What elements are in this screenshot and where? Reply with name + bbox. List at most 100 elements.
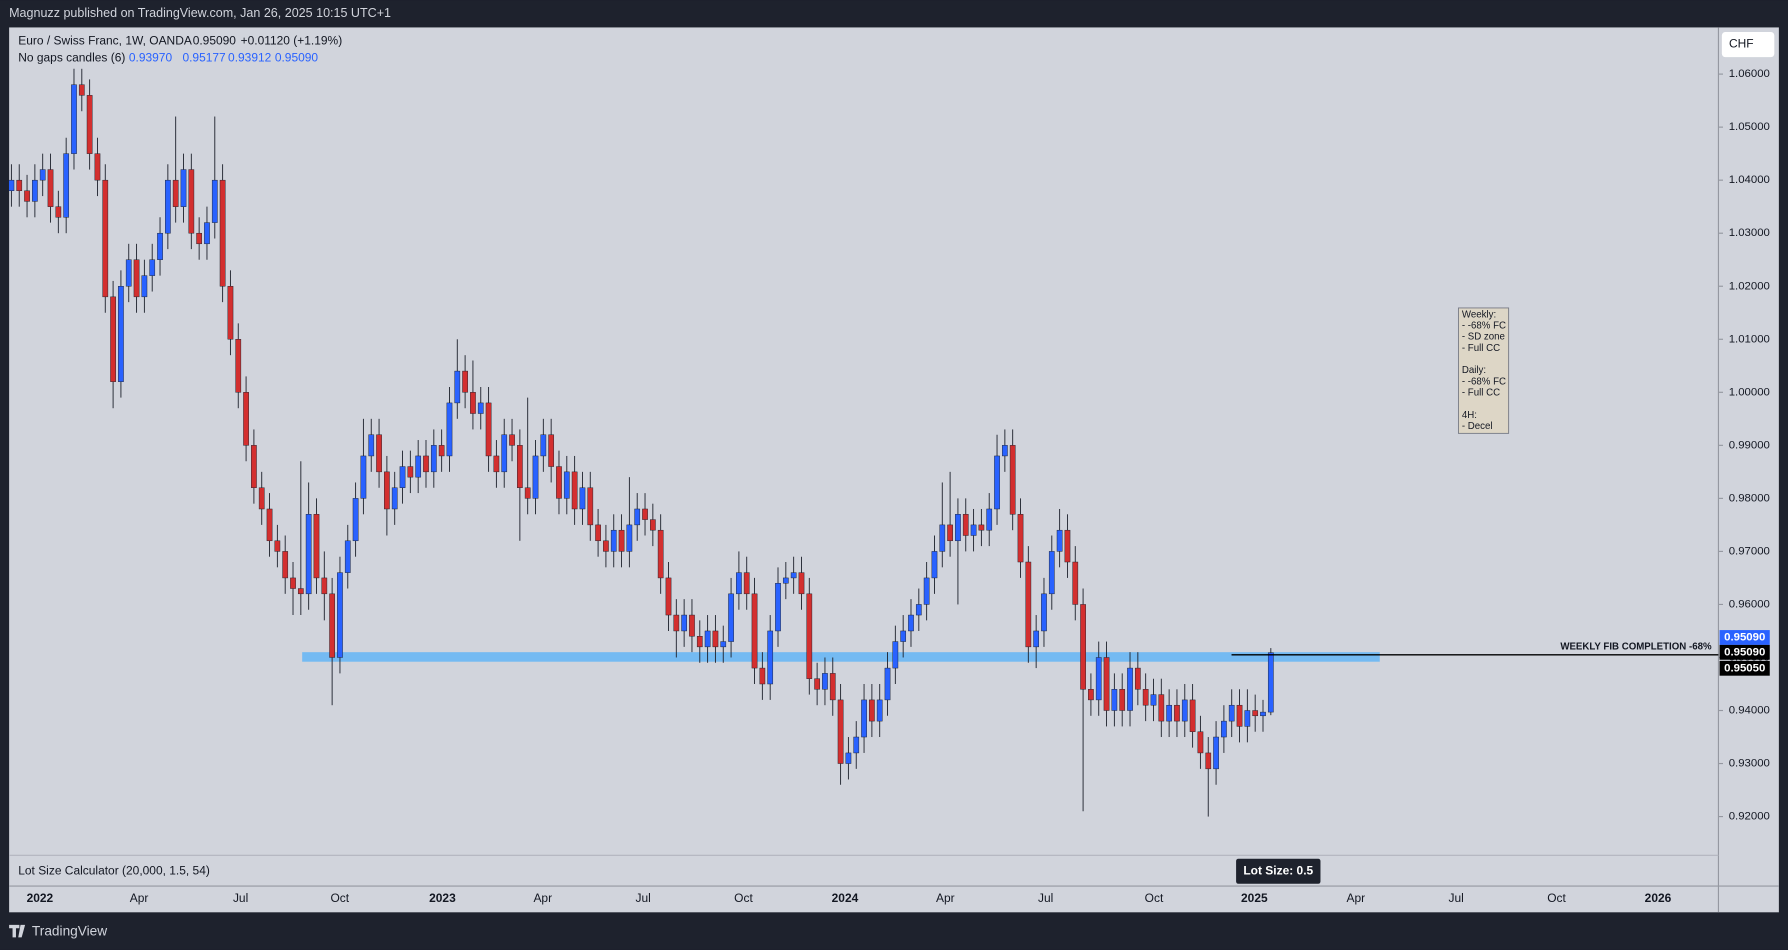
candle-body bbox=[517, 445, 523, 488]
candle-body bbox=[32, 179, 38, 202]
note-box bbox=[1457, 307, 1510, 434]
candle-body bbox=[548, 434, 555, 467]
candle-body bbox=[47, 169, 54, 207]
candle-body bbox=[642, 508, 648, 520]
candle-body bbox=[297, 588, 304, 595]
candle-body bbox=[806, 593, 813, 679]
candle-body bbox=[1260, 711, 1266, 717]
candle-body bbox=[313, 514, 320, 579]
candle-body bbox=[571, 471, 578, 510]
candle-body bbox=[172, 179, 179, 207]
price-label-box bbox=[1719, 644, 1770, 660]
candle-body bbox=[595, 524, 601, 542]
candle-body bbox=[102, 179, 109, 298]
candle-body bbox=[712, 630, 719, 648]
candle-body bbox=[55, 206, 62, 218]
candle-body bbox=[149, 259, 156, 276]
y-tick-label: 0.94000 bbox=[1729, 705, 1770, 717]
candle-body bbox=[1056, 529, 1063, 552]
candle-body bbox=[869, 699, 875, 722]
currency-button[interactable] bbox=[1721, 31, 1775, 58]
note-item: - -68% FC bbox=[1462, 376, 1506, 387]
candle-body bbox=[196, 232, 202, 245]
y-tick-label: 0.96000 bbox=[1729, 598, 1770, 610]
candle-body bbox=[344, 540, 351, 573]
candle-body bbox=[399, 466, 406, 488]
candle-body bbox=[258, 487, 265, 510]
candle-body bbox=[853, 736, 860, 754]
supply-demand-zone bbox=[302, 652, 1380, 662]
candle-body bbox=[947, 524, 953, 542]
indicator-value: 0.95090 bbox=[275, 50, 319, 64]
x-tick-label: 2024 bbox=[832, 891, 859, 905]
candle-body bbox=[24, 190, 30, 202]
candle-body bbox=[1095, 657, 1102, 701]
candle-body bbox=[1111, 689, 1118, 711]
price-change: +0.01120 (+1.19%) bbox=[241, 33, 343, 47]
candle-body bbox=[211, 179, 218, 223]
y-tick-label: 1.02000 bbox=[1729, 280, 1770, 292]
note-item: - SD zone bbox=[1462, 332, 1505, 343]
candle-body bbox=[798, 572, 805, 595]
candle-body bbox=[485, 402, 492, 457]
candle-body bbox=[376, 434, 382, 473]
candle-body bbox=[423, 455, 429, 473]
currency[interactable]: CHF bbox=[1729, 37, 1754, 51]
candle-body bbox=[188, 169, 195, 234]
candle-body bbox=[775, 582, 781, 632]
x-tick-label: Jul bbox=[1038, 891, 1053, 905]
candle-body bbox=[180, 169, 187, 207]
symbol-title: Euro / Swiss Franc, 1W, OANDA bbox=[18, 33, 192, 47]
candle-body bbox=[1158, 694, 1165, 722]
note-item: - Full CC bbox=[1462, 343, 1500, 354]
candle-body bbox=[71, 84, 77, 154]
candle-body bbox=[970, 524, 977, 536]
candle-body bbox=[477, 402, 484, 414]
candle-body bbox=[892, 641, 899, 669]
x-tick-label: Jul bbox=[233, 891, 248, 905]
price-label: 0.95090 bbox=[1724, 646, 1765, 658]
candle-body bbox=[251, 445, 257, 488]
candle-body bbox=[415, 455, 422, 478]
candle-body bbox=[1048, 551, 1055, 595]
candle-body bbox=[321, 577, 328, 595]
x-tick-label: 2026 bbox=[1645, 891, 1672, 905]
fib-label: WEEKLY FIB COMPLETION -68% bbox=[1560, 641, 1712, 652]
candle-body bbox=[1080, 604, 1086, 690]
candle-body bbox=[470, 392, 476, 414]
candle-body bbox=[360, 455, 367, 499]
x-tick-label: Apr bbox=[130, 891, 149, 905]
candle-body bbox=[141, 275, 148, 298]
candle-body bbox=[1205, 752, 1212, 770]
candle-body bbox=[1064, 529, 1071, 563]
price-label-box bbox=[1719, 660, 1770, 676]
candle-body bbox=[235, 339, 242, 393]
y-tick-label: 1.04000 bbox=[1729, 174, 1770, 186]
candle-body bbox=[1033, 630, 1040, 648]
candle-body bbox=[8, 179, 15, 192]
candle-body bbox=[884, 667, 891, 701]
candle-body bbox=[1181, 699, 1188, 722]
x-tick-label: Oct bbox=[330, 891, 349, 905]
brand-logo bbox=[9, 924, 26, 938]
candle-body bbox=[689, 614, 695, 637]
publisher: Magnuzz published on TradingView.com, Ja… bbox=[9, 6, 391, 20]
candle-body bbox=[509, 434, 515, 446]
candle-body bbox=[540, 434, 547, 457]
x-tick-label: 2022 bbox=[27, 891, 54, 905]
y-tick-label: 1.05000 bbox=[1729, 121, 1770, 133]
candle-body bbox=[157, 232, 163, 260]
candle-body bbox=[1197, 731, 1204, 754]
candle-body bbox=[227, 286, 234, 340]
note-item: - Full CC bbox=[1462, 388, 1500, 399]
y-tick-label: 0.97000 bbox=[1729, 545, 1770, 557]
candle-body bbox=[563, 471, 570, 499]
x-tick-label: Jul bbox=[1449, 891, 1464, 905]
candle-body bbox=[861, 699, 867, 738]
candle-body bbox=[751, 593, 758, 669]
candle-body bbox=[657, 529, 664, 579]
note-title: Weekly: bbox=[1462, 309, 1496, 320]
candle-body bbox=[814, 678, 820, 690]
note-item: - Decel bbox=[1462, 421, 1493, 432]
